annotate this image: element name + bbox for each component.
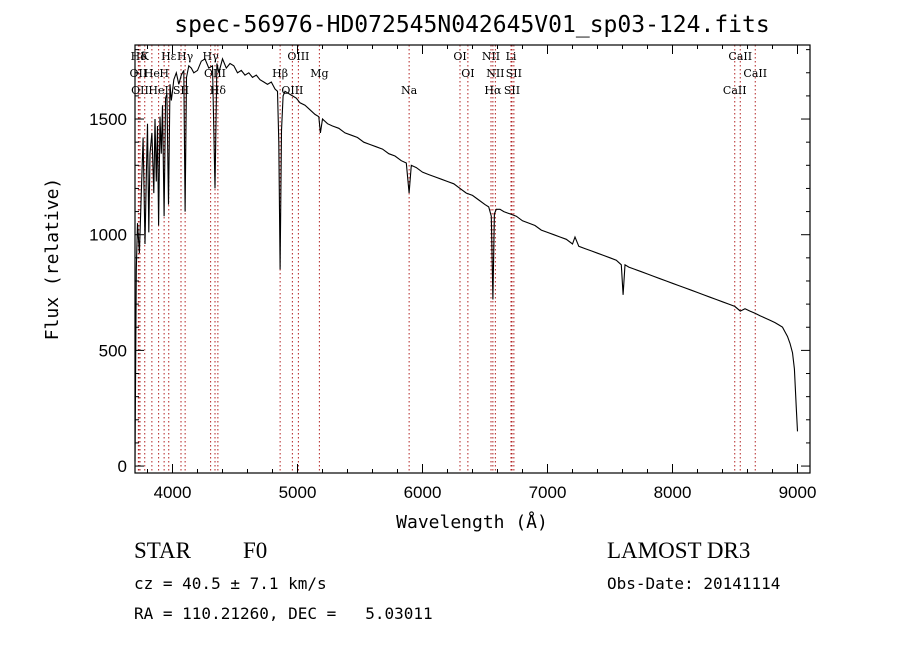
redshift-velocity: cz = 40.5 ± 7.1 km/s (134, 574, 327, 593)
spectral-line-label: Hγ (203, 50, 220, 63)
y-tick-label: 500 (99, 341, 127, 360)
x-tick-label: 7000 (529, 483, 567, 502)
spectral-line-label: OII (131, 84, 149, 97)
observation-date: Obs-Date: 20141114 (607, 574, 781, 593)
spectral-line-label: SII (173, 84, 189, 97)
spectral-line-label: He (144, 67, 160, 80)
x-tick-label: 5000 (279, 483, 317, 502)
chart-title: spec-56976-HD072545N042645V01_sp03-124.f… (174, 12, 769, 38)
x-axis-ticks: 4000 5000 6000 7000 8000 9000 (147, 45, 817, 502)
spectral-line-label: OI (461, 67, 474, 80)
y-tick-label: 1000 (89, 226, 127, 245)
spectral-line-label: CaII (743, 67, 767, 80)
spectral-line-label: SII (506, 67, 522, 80)
spectrum-line (134, 57, 799, 462)
spectral-line-label: H (159, 67, 169, 80)
spectral-line-label: Hδ (210, 84, 227, 97)
spectral-line-label: NII (486, 67, 504, 80)
x-tick-label: 6000 (404, 483, 442, 502)
x-tick-label: 4000 (154, 483, 192, 502)
spectral-line-label: Hα (484, 84, 502, 97)
spectral-line-label: OI (453, 50, 466, 63)
y-tick-label: 1500 (89, 110, 127, 129)
spectral-line-label: CaII (723, 84, 747, 97)
spectral-line-label: OII (130, 67, 148, 80)
object-type: STAR (134, 538, 191, 563)
x-axis-label: Wavelength (Å) (396, 511, 548, 533)
spectral-line-label: Hε (161, 50, 177, 63)
spectral-line-label: OIII (281, 84, 303, 97)
spectral-line-label: NII (482, 50, 500, 63)
survey-name: LAMOST DR3 (607, 538, 751, 563)
spectral-line-label: OIII (204, 67, 226, 80)
spectral-line-markers (137, 45, 756, 473)
spectral-line-label: K (141, 50, 150, 63)
spectral-line-label: Hγ (177, 50, 194, 63)
spectral-line-label: SII (504, 84, 520, 97)
coordinates: RA = 110.21260, DEC = 5.03011 (134, 604, 433, 623)
x-tick-label: 8000 (654, 483, 692, 502)
y-axis-label: Flux (relative) (42, 178, 63, 341)
plot-frame (134, 44, 811, 474)
spectral-line-label: CaII (728, 50, 752, 63)
spectral-line-label: Li (506, 50, 517, 63)
spectral-line-labels: HδOIIOIIKHeHeIHεHSIIHγOIIIHδHγHβOIIIOIII… (130, 50, 768, 97)
spectral-subclass: F0 (243, 538, 268, 563)
x-tick-label: 9000 (779, 483, 817, 502)
spectral-line-label: OIII (287, 50, 309, 63)
spectral-line-label: Na (401, 84, 418, 97)
spectral-line-label: Hβ (272, 67, 288, 80)
y-tick-label: 0 (118, 457, 127, 476)
y-axis-ticks: 0 500 1000 1500 (89, 49, 810, 476)
spectral-line-label: Mg (310, 67, 328, 80)
spectral-line-label: HeI (148, 84, 168, 97)
